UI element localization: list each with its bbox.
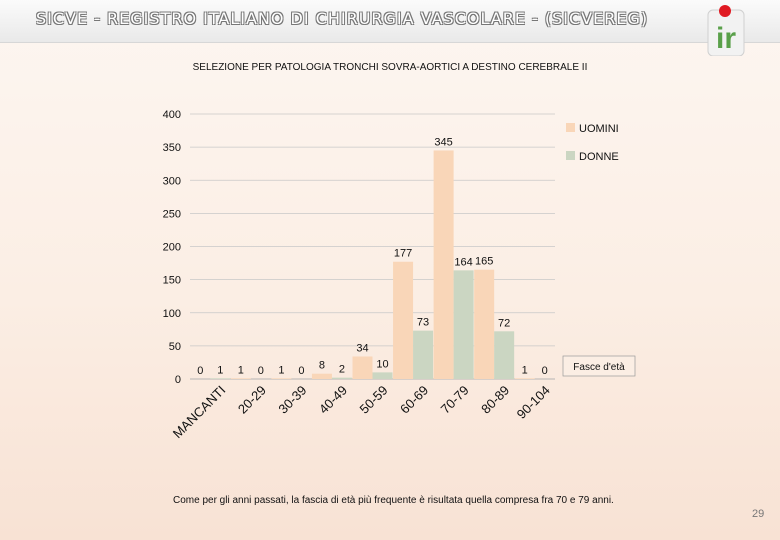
x-tick-label: 60-69 — [397, 383, 431, 417]
data-label-uomini: 34 — [356, 342, 368, 354]
bar-donne-70-79 — [453, 270, 474, 379]
logo-red-dot-icon — [719, 5, 731, 17]
data-label-uomini: 0 — [197, 365, 203, 377]
header-bar: SICVE - REGISTRO ITALIANO DI CHIRURGIA V… — [0, 0, 780, 43]
data-label-uomini: 1 — [238, 364, 244, 376]
registry-logo: ir — [707, 5, 745, 56]
bar-uomini-40-49 — [311, 373, 332, 379]
bar-uomini-80-89 — [474, 269, 495, 379]
legend-swatch-donne — [566, 151, 575, 160]
data-label-uomini: 1 — [278, 364, 284, 376]
y-tick-label: 200 — [163, 242, 181, 254]
x-axis-title: Fasce d'età — [573, 362, 625, 373]
y-tick-label: 150 — [163, 275, 181, 287]
data-label-donne: 2 — [339, 364, 345, 376]
y-tick-label: 250 — [163, 208, 181, 220]
data-label-donne: 0 — [542, 365, 548, 377]
y-tick-label: 100 — [163, 308, 181, 320]
data-label-donne: 1 — [217, 364, 223, 376]
x-tick-label: 70-79 — [438, 383, 472, 417]
bar-donne-60-69 — [413, 330, 434, 379]
y-tick-label: 0 — [175, 374, 181, 386]
x-tick-label: 40-49 — [316, 383, 350, 417]
legend-swatch-uomini — [566, 123, 575, 132]
data-label-donne: 73 — [417, 317, 429, 329]
bar-donne-mancanti — [210, 378, 231, 379]
data-label-uomini: 165 — [475, 256, 493, 268]
bar-donne-80-89 — [494, 331, 515, 379]
x-tick-label: 20-29 — [235, 383, 269, 417]
y-tick-label: 50 — [169, 341, 181, 353]
bar-uomini-50-59 — [352, 356, 373, 379]
x-tick-label: 30-39 — [275, 383, 309, 417]
x-tick-label: 50-59 — [357, 383, 391, 417]
x-axis-title-box — [562, 355, 636, 377]
bar-donne-40-49 — [331, 377, 352, 379]
data-label-donne: 164 — [454, 256, 472, 268]
bar-uomini-60-69 — [393, 261, 414, 379]
y-tick-label: 350 — [163, 142, 181, 154]
data-label-donne: 72 — [498, 317, 510, 329]
chart-title: SELEZIONE PER PATOLOGIA TRONCHI SOVRA-AO… — [192, 62, 588, 73]
bar-donne-50-59 — [372, 372, 393, 379]
x-tick-label: MANCANTI — [170, 383, 229, 442]
data-label-uomini: 345 — [434, 136, 452, 148]
data-label-donne: 10 — [376, 358, 388, 370]
bar-uomini-20-29 — [230, 378, 251, 379]
data-label-donne: 0 — [298, 365, 304, 377]
x-tick-label: 80-89 — [478, 383, 512, 417]
data-label-uomini: 1 — [522, 364, 528, 376]
y-tick-label: 300 — [163, 175, 181, 187]
y-tick-label: 400 — [163, 109, 181, 121]
data-label-uomini: 177 — [394, 248, 412, 260]
bar-uomini-30-39 — [271, 378, 292, 379]
footnote: Come per gli anni passati, la fascia di … — [173, 495, 614, 506]
bar-uomini-90-104 — [514, 378, 535, 379]
legend-label-donne: DONNE — [579, 151, 619, 163]
x-tick-label: 90-104 — [514, 383, 553, 422]
bar-uomini-70-79 — [433, 150, 454, 379]
logo-letters: ir — [716, 22, 736, 55]
legend-label-uomini: UOMINI — [579, 123, 619, 135]
header-title: SICVE - REGISTRO ITALIANO DI CHIRURGIA V… — [36, 9, 649, 28]
page-number: 29 — [752, 508, 765, 520]
data-label-uomini: 8 — [319, 360, 325, 372]
data-label-donne: 0 — [258, 365, 264, 377]
